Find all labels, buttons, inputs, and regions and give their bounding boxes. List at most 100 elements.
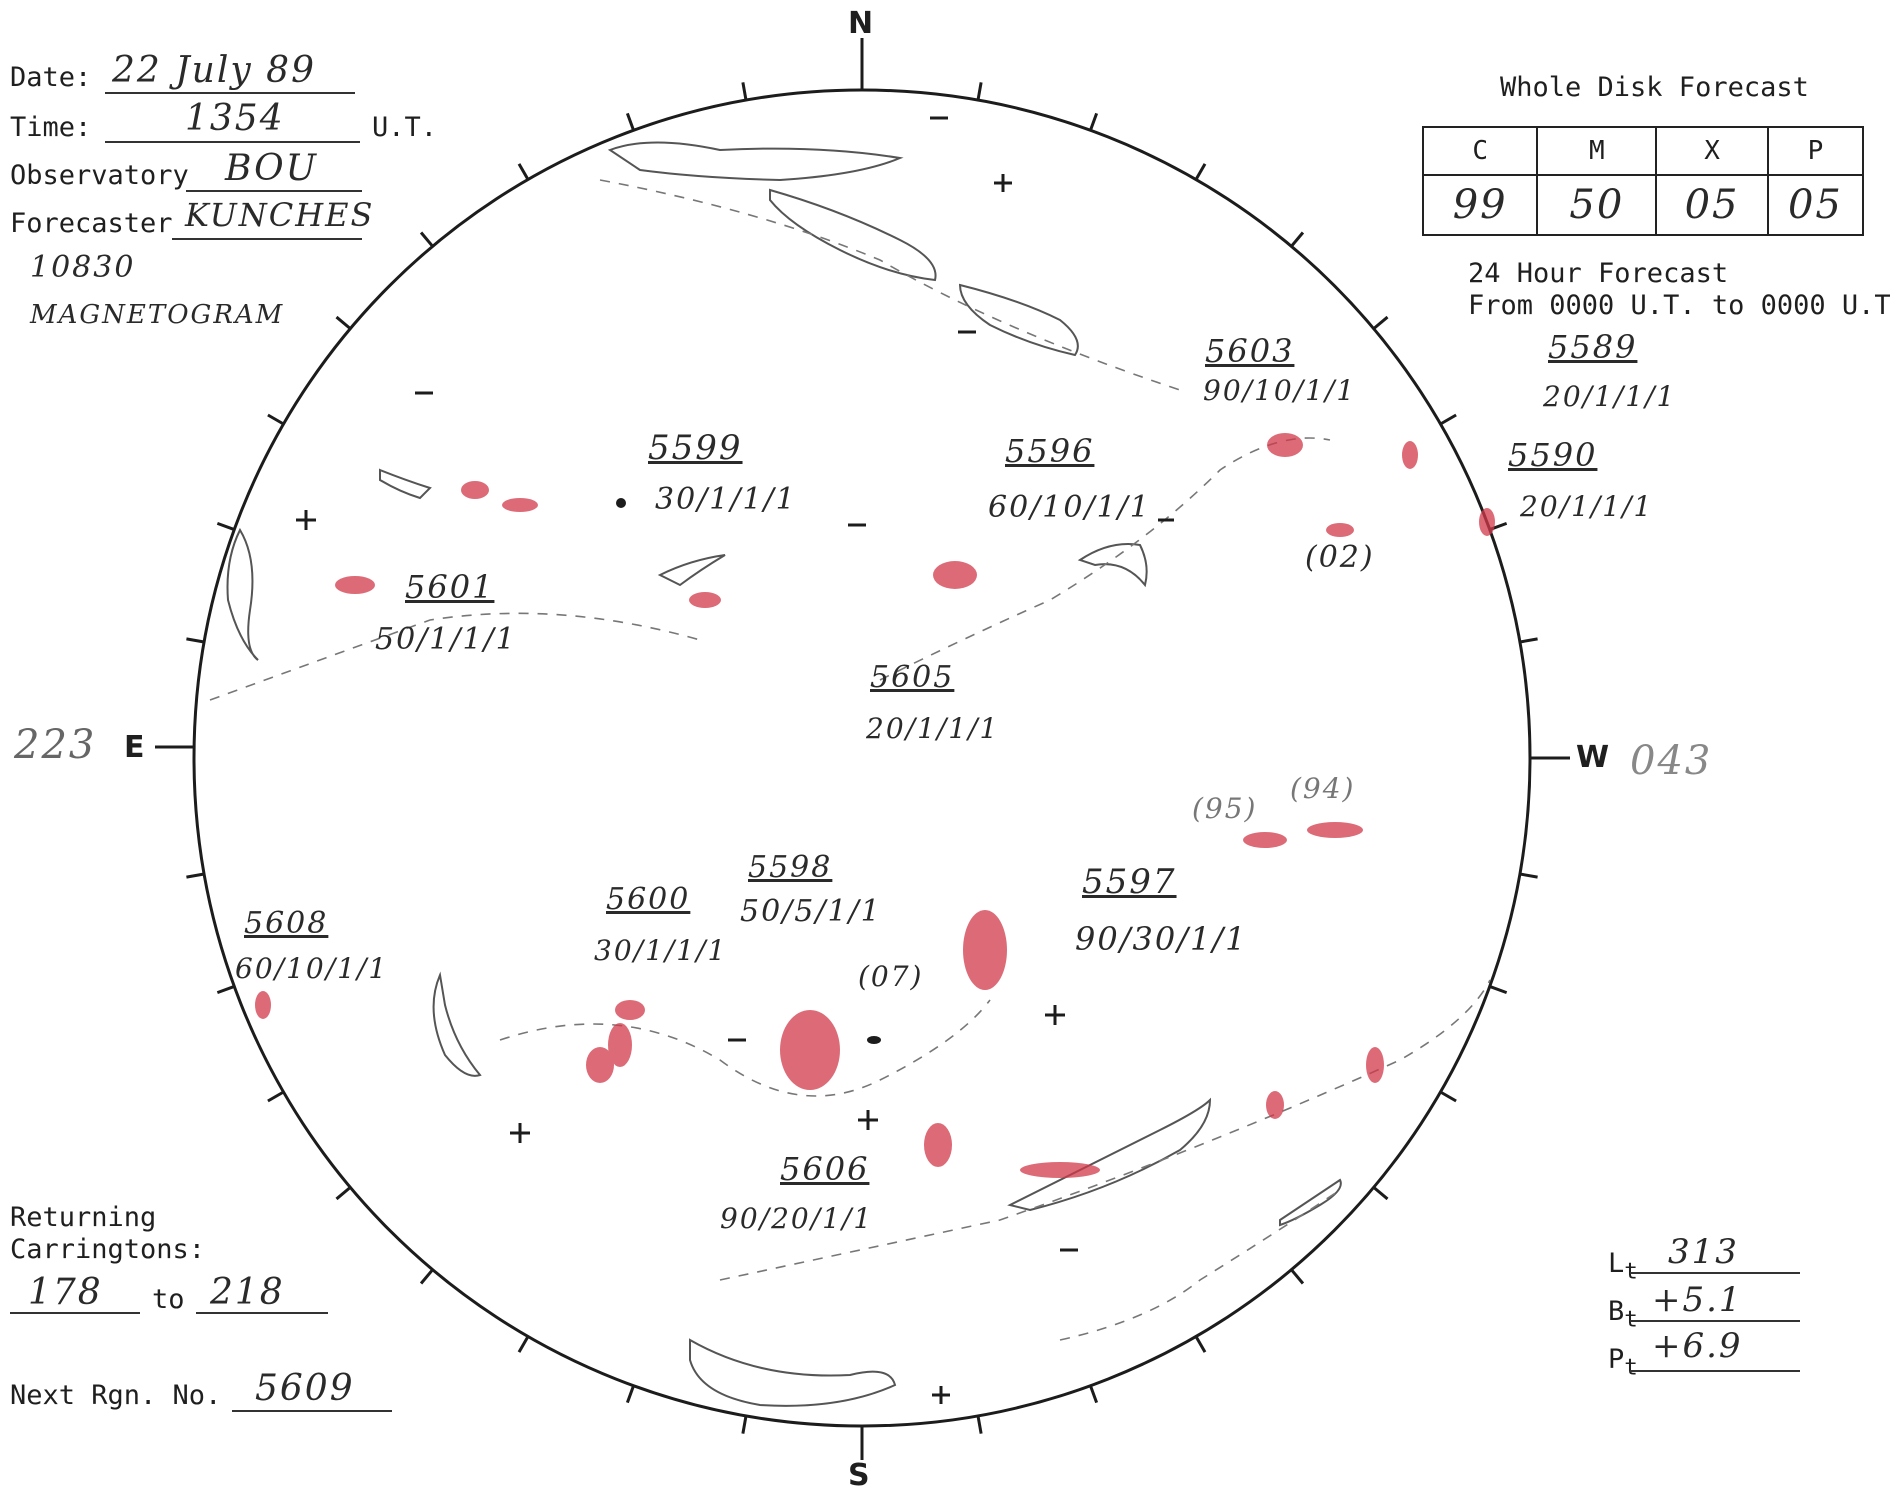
filament-5601 — [379, 468, 432, 500]
limb-tick — [1489, 985, 1508, 995]
limb-tick — [1089, 112, 1099, 131]
plage-5601 — [335, 576, 375, 594]
limb-tick — [625, 1385, 635, 1404]
region-number: 5598 — [748, 850, 833, 885]
limb-tick — [1290, 231, 1305, 248]
region-classification: 90/20/1/1 — [720, 1202, 874, 1235]
limb-tick — [976, 82, 983, 101]
forecast-col-x: X — [1655, 126, 1769, 176]
l-subscript: t — [1624, 1258, 1638, 1285]
plage-south-3 — [1366, 1047, 1384, 1083]
forecast-values-row: 99 50 05 05 — [1421, 174, 1865, 236]
carringtons-label-line2: Carringtons: — [10, 1234, 206, 1265]
region-classification: 90/10/1/1 — [1203, 374, 1357, 407]
region-number: 5590 — [1508, 436, 1598, 474]
next-region-underline — [232, 1410, 392, 1412]
next-region-label: Next Rgn. No. — [10, 1380, 222, 1411]
time-label: Time: — [10, 112, 92, 143]
filament-5599 — [657, 554, 726, 587]
plage-areas — [255, 433, 1495, 1178]
plage-5600-b — [608, 1023, 632, 1067]
filaments — [226, 141, 1342, 1407]
region-number: 5601 — [405, 568, 495, 606]
forecast-p-value: 05 — [1766, 174, 1865, 236]
region-classification: 20/1/1/1 — [1520, 490, 1654, 523]
plage-5603 — [1267, 433, 1303, 457]
p-param-underline — [1630, 1370, 1800, 1372]
filament-north-3 — [958, 283, 1079, 357]
polarity-marks — [296, 116, 1174, 1404]
b-param-underline — [1630, 1320, 1800, 1322]
filament-5608 — [432, 971, 482, 1077]
observatory-label: Observatory — [10, 160, 189, 191]
filament-east-limb — [226, 527, 259, 661]
neutral-line-south-3 — [1059, 1189, 1341, 1341]
neutral-line-north — [599, 179, 1181, 391]
limb-tick — [419, 231, 434, 248]
region-classification: 60/10/1/1 — [988, 490, 1151, 525]
forecaster-value: KUNCHES — [185, 196, 375, 234]
limb-tick — [216, 985, 235, 995]
l-param-value: 313 — [1668, 1232, 1739, 1272]
observatory-value: BOU — [225, 148, 318, 189]
limb-tick — [1089, 1385, 1099, 1404]
note-wavelength: 10830 — [30, 250, 136, 285]
observatory-underline — [186, 190, 362, 192]
region-classification: 20/1/1/1 — [866, 712, 1000, 745]
plage-02 — [1326, 523, 1354, 537]
region-classification: 50/5/1/1 — [740, 894, 882, 929]
forecast-m-value: 50 — [1536, 174, 1658, 236]
limb-tick — [1290, 1268, 1305, 1285]
north-label: N — [848, 6, 874, 41]
time-unit: U.T. — [372, 112, 438, 143]
west-limb-longitude: 043 — [1630, 738, 1713, 784]
spot-mark — [867, 1036, 881, 1044]
plage-5606 — [924, 1123, 952, 1167]
east-limb-longitude: 223 — [14, 722, 97, 768]
region-number: 5603 — [1205, 332, 1295, 370]
plage-94 — [1307, 822, 1363, 838]
date-value: 22 July 89 — [112, 50, 316, 91]
region-classification: 60/10/1/1 — [235, 952, 389, 985]
limb-tick — [517, 163, 530, 181]
plage-5590 — [1479, 508, 1495, 536]
old-region-label: (07) — [858, 960, 924, 993]
region-classification: 30/1/1/1 — [594, 934, 728, 967]
plage-5589 — [1402, 441, 1418, 469]
p-param-value: +6.9 — [1652, 1326, 1743, 1366]
neutral-line-mid — [879, 437, 1331, 681]
limb-tick — [186, 637, 205, 644]
time-value: 1354 — [185, 98, 285, 139]
limb-tick — [1372, 315, 1389, 330]
date-underline — [105, 92, 355, 94]
old-region-label: (02) — [1305, 540, 1375, 575]
plage-95 — [1243, 832, 1287, 848]
note-magnetogram: MAGNETOGRAM — [30, 300, 285, 330]
p-letter: P — [1608, 1344, 1625, 1375]
forecast-col-m: M — [1536, 126, 1658, 176]
p-param-label: Pt — [1608, 1344, 1638, 1380]
region-number: 5605 — [870, 660, 955, 695]
l-param-label: Lt — [1608, 1248, 1638, 1284]
limb-tick — [1372, 1186, 1389, 1201]
limb-tick — [216, 521, 235, 531]
limb-tick — [1439, 1090, 1457, 1103]
plage-5600-c — [586, 1047, 614, 1083]
west-label: W — [1576, 740, 1610, 775]
plage-5598 — [780, 1010, 840, 1090]
neutral-lines — [209, 179, 1491, 1341]
b-param-value: +5.1 — [1652, 1280, 1743, 1320]
limb-tick — [335, 315, 352, 330]
limb-tick — [1519, 872, 1538, 879]
dot-mark — [616, 498, 626, 508]
region-classification: 50/1/1/1 — [375, 622, 517, 657]
filament-north-1 — [607, 141, 904, 182]
forecast-period-line2: From 0000 U.T. to 0000 U.T. — [1468, 290, 1896, 321]
plage-south-1 — [1020, 1162, 1100, 1178]
limb-tick-marks — [186, 82, 1538, 1434]
date-label: Date: — [10, 62, 92, 93]
forecast-c-value: 99 — [1421, 174, 1539, 236]
forecaster-underline — [172, 238, 362, 240]
carringtons-from-underline — [10, 1312, 140, 1314]
